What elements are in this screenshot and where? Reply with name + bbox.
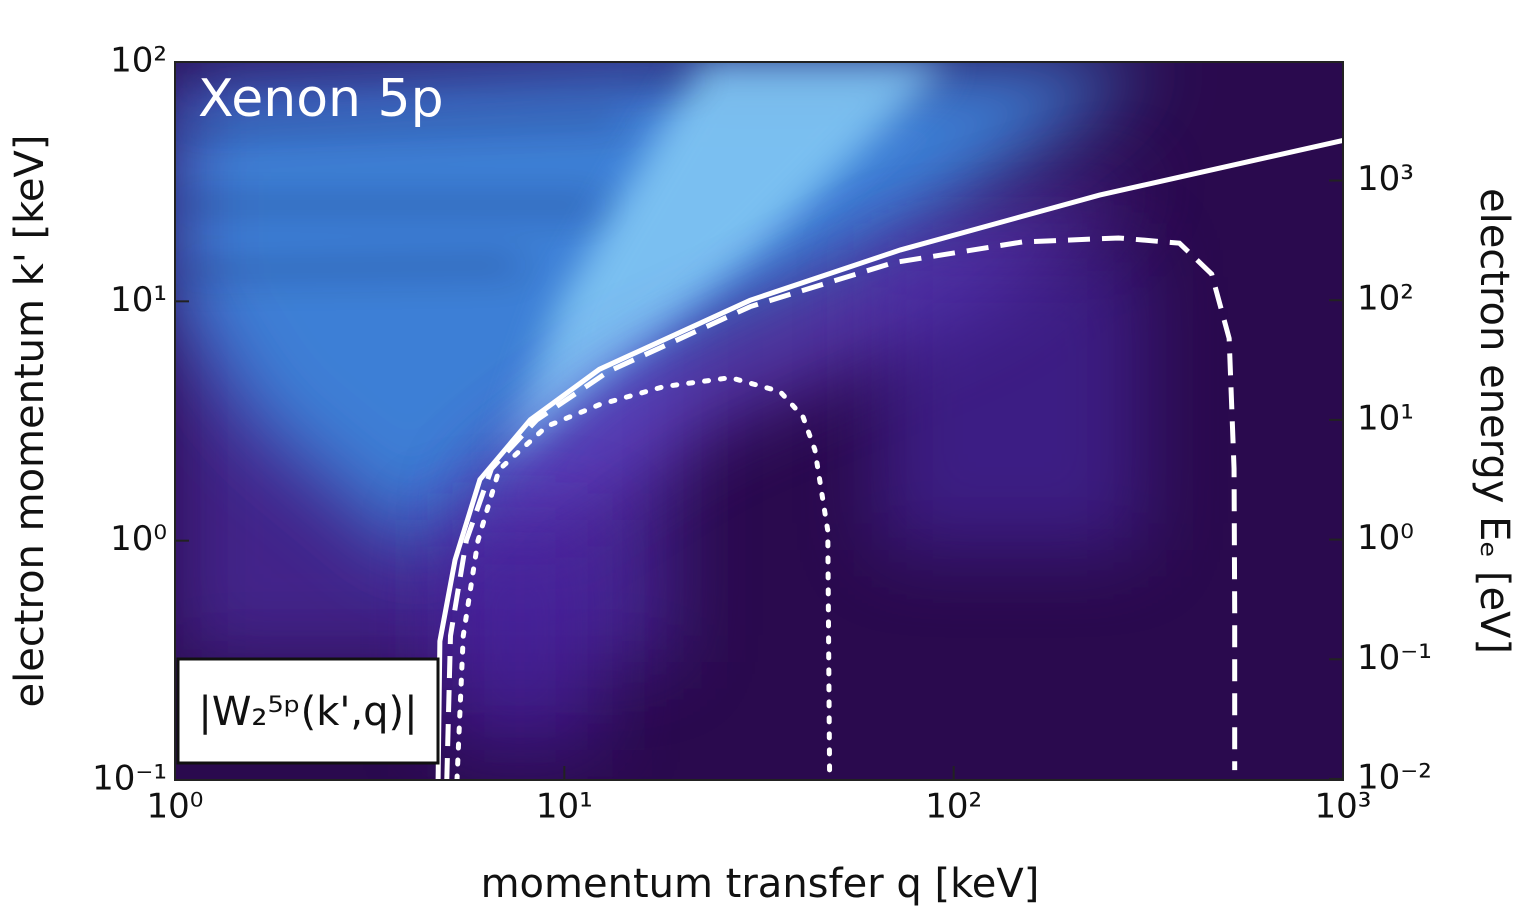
y2-axis-label: electron energy Eₑ [eV] [1471, 188, 1517, 654]
y-tick-label: 10⁰ [110, 519, 167, 559]
x-tick-label: 10³ [1315, 787, 1372, 827]
y-axis-label: electron momentum k' [keV] [7, 135, 53, 708]
y-tick-label: 10¹ [110, 280, 167, 320]
y-tick-label: 10² [110, 41, 167, 81]
plot-frame [174, 61, 1344, 781]
chart-title: Xenon 5p [198, 69, 444, 129]
x-axis-label: momentum transfer q [keV] [481, 861, 1040, 907]
x-tick-label: 10¹ [536, 787, 593, 827]
curve-solid [435, 138, 1343, 780]
y2-tick-label: 10⁻² [1357, 757, 1432, 797]
y2-tick-label: 10⁻¹ [1357, 638, 1432, 678]
y2-tick-label: 10³ [1357, 159, 1414, 199]
y2-tick-label: 10⁰ [1357, 518, 1414, 558]
curve-dotted [454, 375, 833, 780]
annotation-box [176, 657, 440, 765]
y-tick-label: 10⁻¹ [92, 759, 167, 799]
x-tick-label: 10² [925, 787, 982, 827]
y2-tick-label: 10¹ [1357, 398, 1414, 438]
y2-tick-label: 10² [1357, 279, 1414, 319]
x-tick-label: 10⁰ [147, 787, 204, 827]
curve-dashed [444, 235, 1238, 780]
annotation: |W₂⁵ᵖ(k',q)| [198, 689, 417, 735]
curves [435, 138, 1343, 780]
